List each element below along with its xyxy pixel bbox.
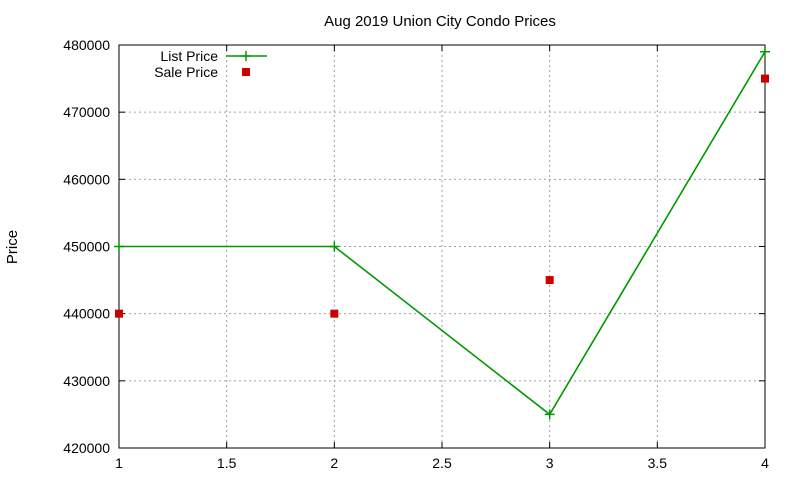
chart-title: Aug 2019 Union City Condo Prices [324, 13, 556, 30]
axis-ticks: 1 1.5 2 2.5 3 3.5 4 420000 430000 440000 450000 460… [63, 37, 769, 471]
y-tick-label: 450000 [63, 239, 110, 255]
legend-label: List Price [160, 48, 218, 64]
data-point [544, 409, 555, 420]
legend-label: Sale Price [154, 64, 218, 80]
y-tick-label: 430000 [63, 373, 110, 389]
x-tick-label: 3.5 [648, 455, 668, 471]
x-tick-label: 1.5 [217, 455, 237, 471]
series-line [119, 51, 766, 416]
legend-marker [241, 51, 251, 61]
data-point [115, 309, 123, 318]
y-tick-label: 420000 [63, 440, 110, 456]
series [114, 46, 770, 420]
x-tick-label: 2 [330, 455, 338, 471]
y-tick-label: 440000 [63, 306, 110, 322]
data-point [114, 241, 124, 252]
x-tick-label: 3 [546, 455, 554, 471]
series-list-price [114, 46, 770, 420]
x-tick-label: 1 [115, 455, 123, 471]
data-point [545, 276, 554, 285]
y-tick-label: 460000 [63, 171, 110, 187]
y-tick-label: 470000 [63, 104, 110, 120]
y-tick-label: 480000 [63, 37, 110, 53]
y-axis-label: Price [4, 230, 21, 264]
series-sale-price [115, 74, 769, 318]
x-tick-label: 2.5 [432, 455, 452, 471]
data-point [761, 74, 769, 83]
data-point [330, 309, 339, 318]
data-point [329, 241, 340, 252]
data-point [760, 46, 770, 57]
legend-marker [242, 68, 250, 76]
x-tick-label: 4 [761, 455, 769, 471]
